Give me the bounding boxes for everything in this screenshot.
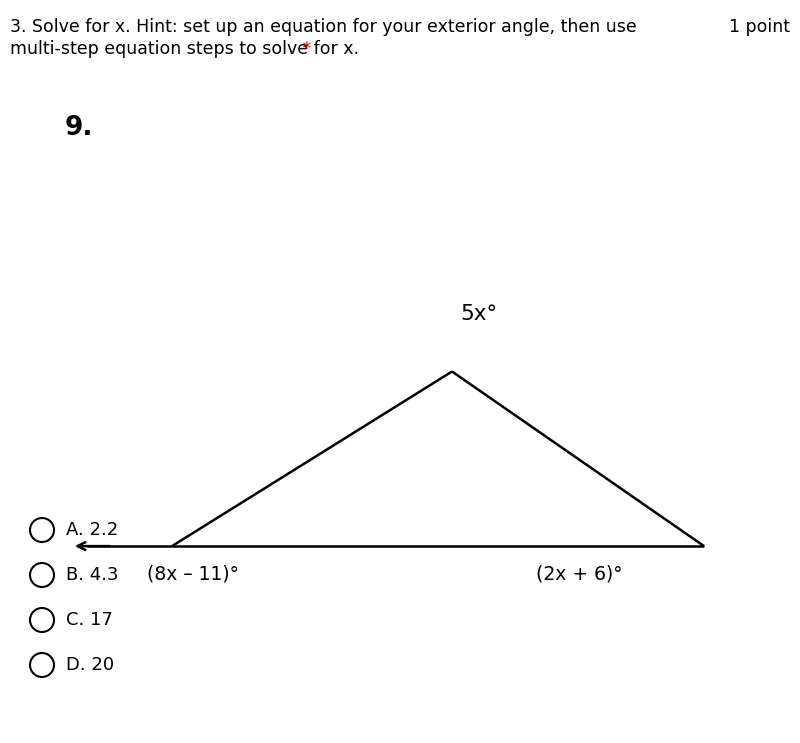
- Text: multi-step equation steps to solve for x.: multi-step equation steps to solve for x…: [10, 40, 359, 58]
- Text: 9.: 9.: [65, 115, 94, 141]
- Text: B. 4.3: B. 4.3: [66, 566, 118, 584]
- Text: A. 2.2: A. 2.2: [66, 521, 118, 539]
- Text: (2x + 6)°: (2x + 6)°: [536, 564, 622, 583]
- Text: (8x – 11)°: (8x – 11)°: [147, 564, 239, 583]
- Text: *: *: [297, 40, 311, 58]
- Text: D. 20: D. 20: [66, 656, 114, 674]
- Text: 3. Solve for x. Hint: set up an equation for your exterior angle, then use: 3. Solve for x. Hint: set up an equation…: [10, 18, 637, 36]
- Text: 1 point: 1 point: [729, 18, 790, 36]
- Text: C. 17: C. 17: [66, 611, 113, 629]
- Text: 5x°: 5x°: [460, 303, 497, 323]
